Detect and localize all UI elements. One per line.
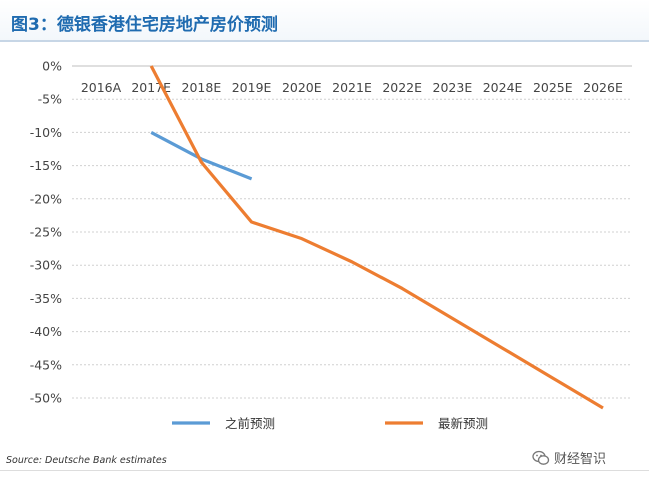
y-tick-label: -10% [30, 125, 62, 140]
x-tick-label: 2019E [232, 80, 272, 95]
y-tick-label: -40% [30, 324, 62, 339]
x-tick-label: 2016A [81, 80, 122, 95]
x-tick-label: 2023E [433, 80, 473, 95]
y-tick-label: -50% [30, 391, 62, 406]
brand-label: 财经智识 [554, 452, 607, 467]
bottom-divider [0, 470, 649, 471]
legend-label: 之前预测 [225, 416, 275, 431]
brand-watermark: 财经智识 [532, 448, 606, 467]
legend-label: 最新预测 [438, 416, 488, 431]
x-tick-label: 2018E [182, 80, 222, 95]
y-tick-label: 0% [42, 59, 62, 74]
x-tick-label: 2022E [382, 80, 422, 95]
y-tick-label: -15% [30, 158, 62, 173]
y-tick-label: -25% [30, 225, 62, 240]
y-tick-label: -5% [38, 92, 62, 107]
title-bar: 图3：德银香港住宅房地产房价预测 [0, 0, 649, 42]
series-lines [149, 65, 604, 410]
y-tick-label: -35% [30, 291, 62, 306]
legend: 之前预测 最新预测 [172, 416, 488, 431]
y-tick-label: -20% [30, 191, 62, 206]
chart-title: 图3：德银香港住宅房地产房价预测 [11, 15, 278, 35]
x-tick-label: 2026E [583, 80, 623, 95]
source-note: Source: Deutsche Bank estimates [6, 455, 167, 466]
line-chart: 0% -5% -10% -15% -20% -25% -30% -35% -40% -45% -50… [30, 59, 632, 431]
wechat-icon [532, 450, 550, 465]
gridlines [72, 65, 632, 399]
series-line-1 [150, 130, 253, 181]
y-axis-ticks: 0% -5% -10% -15% -20% -25% -30% -35% -40% -45% -50… [30, 59, 62, 406]
y-tick-label: -45% [30, 357, 62, 372]
x-tick-label: 2025E [533, 80, 573, 95]
x-tick-label: 2020E [282, 80, 322, 95]
x-tick-label: 2021E [332, 80, 372, 95]
series-line-2 [149, 65, 604, 410]
x-tick-label: 2024E [483, 80, 523, 95]
y-tick-label: -30% [30, 258, 62, 273]
